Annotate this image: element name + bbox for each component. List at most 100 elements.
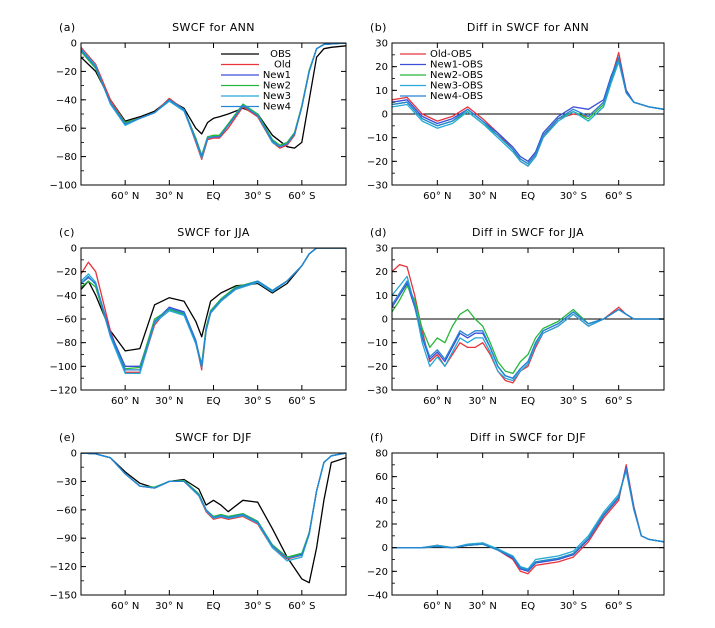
legend-label: New4-OBS bbox=[430, 91, 483, 102]
x-tick-label: 60° N bbox=[423, 601, 451, 612]
series-line-new4-obs bbox=[392, 56, 664, 165]
x-tick-label: 60° S bbox=[288, 396, 315, 407]
x-tick-label: 30° S bbox=[560, 601, 587, 612]
panel-d: (d) Diff in SWCF for JJA 30 20 10 0 −10 −20 −30 6… bbox=[367, 226, 665, 407]
y-tick-label: −40 bbox=[56, 95, 77, 106]
series-line-new4-obs bbox=[392, 467, 664, 571]
x-tick-label: EQ bbox=[206, 601, 220, 612]
x-tick-label: 60° S bbox=[605, 191, 632, 202]
y-tick-label: −150 bbox=[50, 591, 77, 602]
y-tick-label: 0 bbox=[382, 543, 388, 554]
x-tick-label: 60° N bbox=[111, 396, 139, 407]
panel-label: (f) bbox=[370, 431, 384, 444]
x-tick-label: EQ bbox=[521, 191, 535, 202]
y-tick-label: −40 bbox=[367, 591, 388, 602]
y-tick-label: −80 bbox=[56, 338, 77, 349]
panel-label: (d) bbox=[370, 226, 387, 239]
panel-b: (b) Diff in SWCF for ANN 30 20 10 0 −10 −20 −30 6… bbox=[367, 21, 665, 202]
panel-e: (e) SWCF for DJF 0 −30 −60 −90 −120 −150 60° N 30… bbox=[50, 431, 347, 612]
y-tick-label: −60 bbox=[56, 505, 77, 516]
plot-frame bbox=[80, 247, 347, 391]
legend-label: Old-OBS bbox=[430, 49, 472, 60]
y-tick-label: 30 bbox=[375, 244, 388, 255]
legend-label: New2-OBS bbox=[430, 70, 483, 81]
x-tick-label: 30° S bbox=[244, 191, 271, 202]
legend-label: New3-OBS bbox=[430, 81, 483, 92]
y-tick-label: −30 bbox=[367, 386, 388, 397]
panel-label: (e) bbox=[59, 431, 76, 444]
panel-f: (f) Diff in SWCF for DJF 80 60 40 20 0 −20 −40 60… bbox=[367, 431, 665, 612]
x-tick-label: 60° N bbox=[111, 601, 139, 612]
series-line-new3-obs bbox=[392, 470, 664, 570]
x-tick-label: 60° S bbox=[288, 601, 315, 612]
legend-label: OBS bbox=[270, 49, 291, 60]
panel-title: SWCF for DJF bbox=[175, 431, 252, 444]
y-tick-label: −60 bbox=[56, 124, 77, 135]
y-tick-label: −120 bbox=[50, 562, 77, 573]
y-tick-label: 20 bbox=[375, 267, 388, 278]
y-tick-label: 10 bbox=[375, 86, 388, 97]
panel-label: (a) bbox=[59, 21, 76, 34]
legend-label: New1-OBS bbox=[430, 60, 483, 71]
series-line-new2-obs bbox=[392, 468, 664, 571]
y-tick-label: −120 bbox=[50, 386, 77, 397]
y-tick-label: −20 bbox=[367, 362, 388, 373]
x-tick-label: 30° S bbox=[560, 396, 587, 407]
x-tick-label: 60° N bbox=[423, 396, 451, 407]
x-tick-label: EQ bbox=[206, 396, 220, 407]
y-tick-label: −10 bbox=[367, 133, 388, 144]
panel-title: Diff in SWCF for DJF bbox=[470, 431, 586, 444]
x-tick-label: EQ bbox=[206, 191, 220, 202]
y-tick-label: 0 bbox=[71, 39, 77, 50]
y-tick-label: −90 bbox=[56, 534, 77, 545]
y-tick-label: 0 bbox=[71, 244, 77, 255]
panel-label: (c) bbox=[59, 226, 75, 239]
series-line-old-obs bbox=[392, 263, 664, 384]
x-tick-label: 30° N bbox=[468, 191, 496, 202]
y-tick-label: −100 bbox=[50, 181, 77, 192]
series-line-new1 bbox=[81, 43, 346, 158]
series-line-obs bbox=[81, 45, 346, 149]
x-tick-label: 30° S bbox=[244, 601, 271, 612]
y-tick-label: −30 bbox=[56, 477, 77, 488]
y-tick-label: −20 bbox=[56, 267, 77, 278]
y-tick-label: −10 bbox=[367, 338, 388, 349]
series-line-obs bbox=[81, 453, 346, 584]
y-tick-label: 20 bbox=[375, 62, 388, 73]
y-tick-label: 20 bbox=[375, 520, 388, 531]
y-tick-label: −40 bbox=[56, 291, 77, 302]
series-line-old bbox=[81, 43, 346, 161]
panel-c: (c) SWCF for JJA 0 −20 −40 −60 −80 −100 −120 60° … bbox=[50, 226, 347, 407]
x-tick-label: 60° S bbox=[605, 601, 632, 612]
x-tick-label: 30° S bbox=[244, 396, 271, 407]
y-tick-label: −20 bbox=[56, 67, 77, 78]
y-tick-label: 30 bbox=[375, 39, 388, 50]
y-tick-label: 0 bbox=[71, 449, 77, 460]
y-tick-label: 0 bbox=[382, 315, 388, 326]
y-tick-label: 60 bbox=[375, 472, 388, 483]
y-tick-label: −60 bbox=[56, 315, 77, 326]
legend-label: New2 bbox=[263, 81, 291, 92]
x-tick-label: 30° N bbox=[468, 601, 496, 612]
series-line-new4 bbox=[81, 43, 346, 158]
legend-label: Old bbox=[274, 60, 291, 71]
plot-frame bbox=[80, 452, 347, 596]
x-tick-label: 30° N bbox=[468, 396, 496, 407]
y-tick-label: −20 bbox=[367, 157, 388, 168]
y-tick-label: 10 bbox=[375, 291, 388, 302]
y-tick-label: 0 bbox=[382, 110, 388, 121]
x-tick-label: EQ bbox=[521, 601, 535, 612]
panel-title: Diff in SWCF for JJA bbox=[472, 226, 584, 239]
x-tick-label: EQ bbox=[521, 396, 535, 407]
x-tick-label: 30° S bbox=[560, 191, 587, 202]
y-tick-label: 40 bbox=[375, 496, 388, 507]
x-tick-label: 60° S bbox=[605, 396, 632, 407]
series-line-obs bbox=[81, 248, 346, 352]
legend-label: New3 bbox=[263, 91, 291, 102]
series-line-new4-obs bbox=[392, 280, 664, 379]
x-tick-label: 60° N bbox=[423, 191, 451, 202]
series-line-new3 bbox=[81, 248, 346, 375]
